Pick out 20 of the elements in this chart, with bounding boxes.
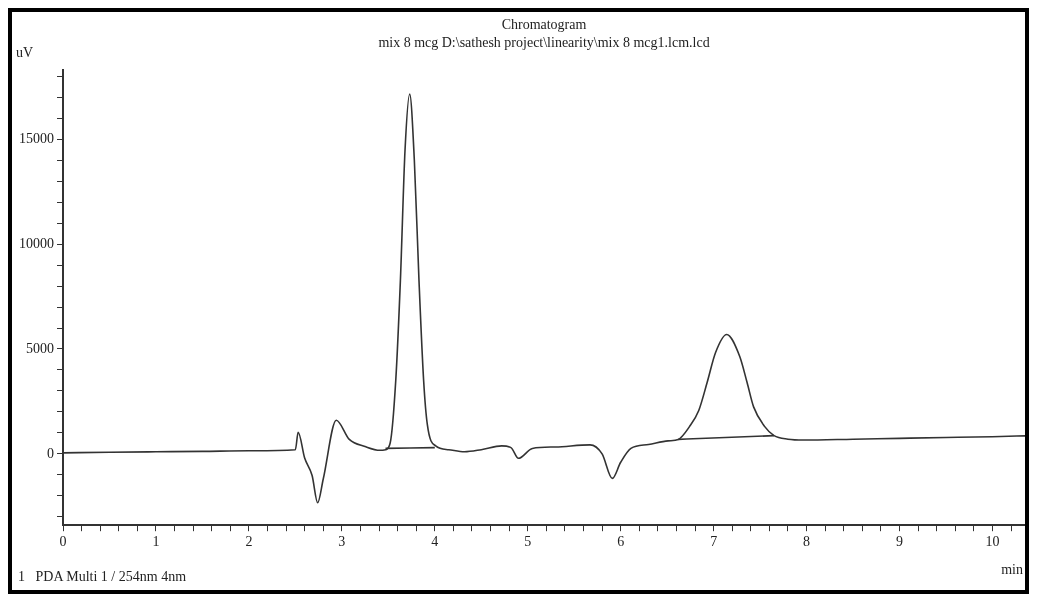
- x-tick-label: 3: [338, 534, 346, 550]
- text: 1 PDA Multi 1 / 254nm 4nm: [18, 568, 187, 584]
- x-tick-label: 6: [617, 534, 625, 550]
- x-tick-label: 10: [985, 534, 1000, 550]
- x-tick-label: 1: [152, 534, 160, 550]
- y-tick-label: 10000: [19, 235, 54, 251]
- chart-subtitle: mix 8 mcg D:\sathesh project\linearity\mix 8 mcg1.lcm.lcd: [378, 34, 710, 50]
- x-tick-label: 4: [431, 534, 439, 550]
- x-tick-label: 5: [524, 534, 532, 550]
- x-tick-label: 7: [710, 534, 718, 550]
- x-axis-title: min: [1001, 561, 1023, 577]
- x-tick-label: 8: [803, 534, 811, 550]
- y-axis-title: uV: [16, 44, 34, 60]
- x-tick-label: 0: [59, 534, 67, 550]
- y-tick-label: 5000: [26, 340, 54, 356]
- x-tick-label: 2: [245, 534, 253, 550]
- y-tick-label: 0: [47, 445, 54, 461]
- chart-title: Chromatogram: [501, 16, 587, 32]
- y-tick-label: 15000: [19, 130, 54, 146]
- x-tick-label: 9: [896, 534, 904, 550]
